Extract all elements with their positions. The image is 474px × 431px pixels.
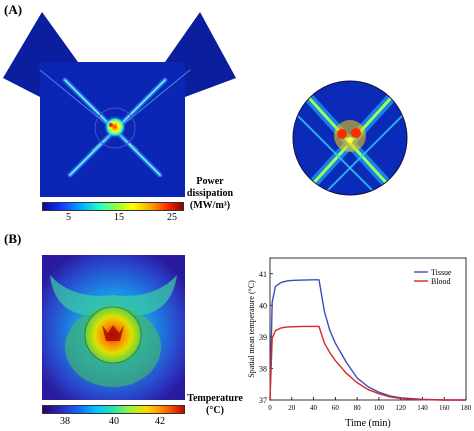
legend-label: Blood [431, 277, 451, 286]
x-tick-label: 0 [268, 404, 272, 412]
y-tick-label: 37 [259, 396, 267, 405]
y-tick-label: 41 [259, 270, 267, 279]
plot-frame [269, 257, 467, 401]
temperature-colorbar-tick: 40 [109, 416, 119, 427]
power-dissipation-map-full [3, 12, 236, 197]
temperature-colorbar-title: Temperature (°C) [182, 393, 248, 417]
temperature-line-chart: 37 38 39 40 41 0 20 40 60 80 100 120 140 160 180 Tiss… [247, 257, 472, 429]
x-tick-label: 20 [288, 404, 296, 412]
power-colorbar-title: Power dissipation (MW/m³) [180, 176, 240, 212]
power-colorbar [42, 202, 184, 211]
x-tick-label: 160 [439, 404, 450, 412]
temperature-map [42, 255, 185, 400]
x-tick-label: 80 [354, 404, 362, 412]
y-tick-label: 40 [259, 301, 267, 310]
x-tick-label: 100 [374, 404, 385, 412]
power-colorbar-tick: 5 [66, 212, 71, 223]
temperature-colorbar-unit: (°C) [206, 405, 224, 416]
power-colorbar-title-line1: Power [196, 176, 224, 187]
panel-a-label: (A) [4, 2, 23, 17]
x-tick-label: 120 [395, 404, 406, 412]
x-tick-label: 140 [417, 404, 428, 412]
power-colorbar-tick: 15 [114, 212, 124, 223]
y-axis-label: Spatial mean temperature (°C) [247, 280, 256, 378]
temperature-colorbar-tick: 38 [60, 416, 70, 427]
temperature-colorbar [42, 405, 185, 414]
series-line-tissue [269, 279, 466, 401]
panel-b-label: (B) [4, 231, 22, 246]
y-tick-label: 38 [259, 364, 267, 373]
x-axis-label: Time (min) [345, 418, 390, 429]
temperature-colorbar-tick: 42 [155, 416, 165, 427]
legend-label: Tissue [431, 268, 452, 277]
power-dissipation-map-zoom [292, 80, 408, 196]
y-tick-label: 39 [259, 333, 267, 342]
x-tick-label: 40 [310, 404, 318, 412]
series-line-blood [269, 325, 466, 401]
power-colorbar-tick: 25 [167, 212, 177, 223]
x-tick-label: 60 [332, 404, 340, 412]
x-tick-label: 180 [461, 404, 472, 412]
temperature-colorbar-title-line: Temperature [187, 393, 243, 404]
power-colorbar-title-line2: dissipation [186, 188, 234, 199]
power-colorbar-unit: (MW/m³) [189, 200, 231, 211]
